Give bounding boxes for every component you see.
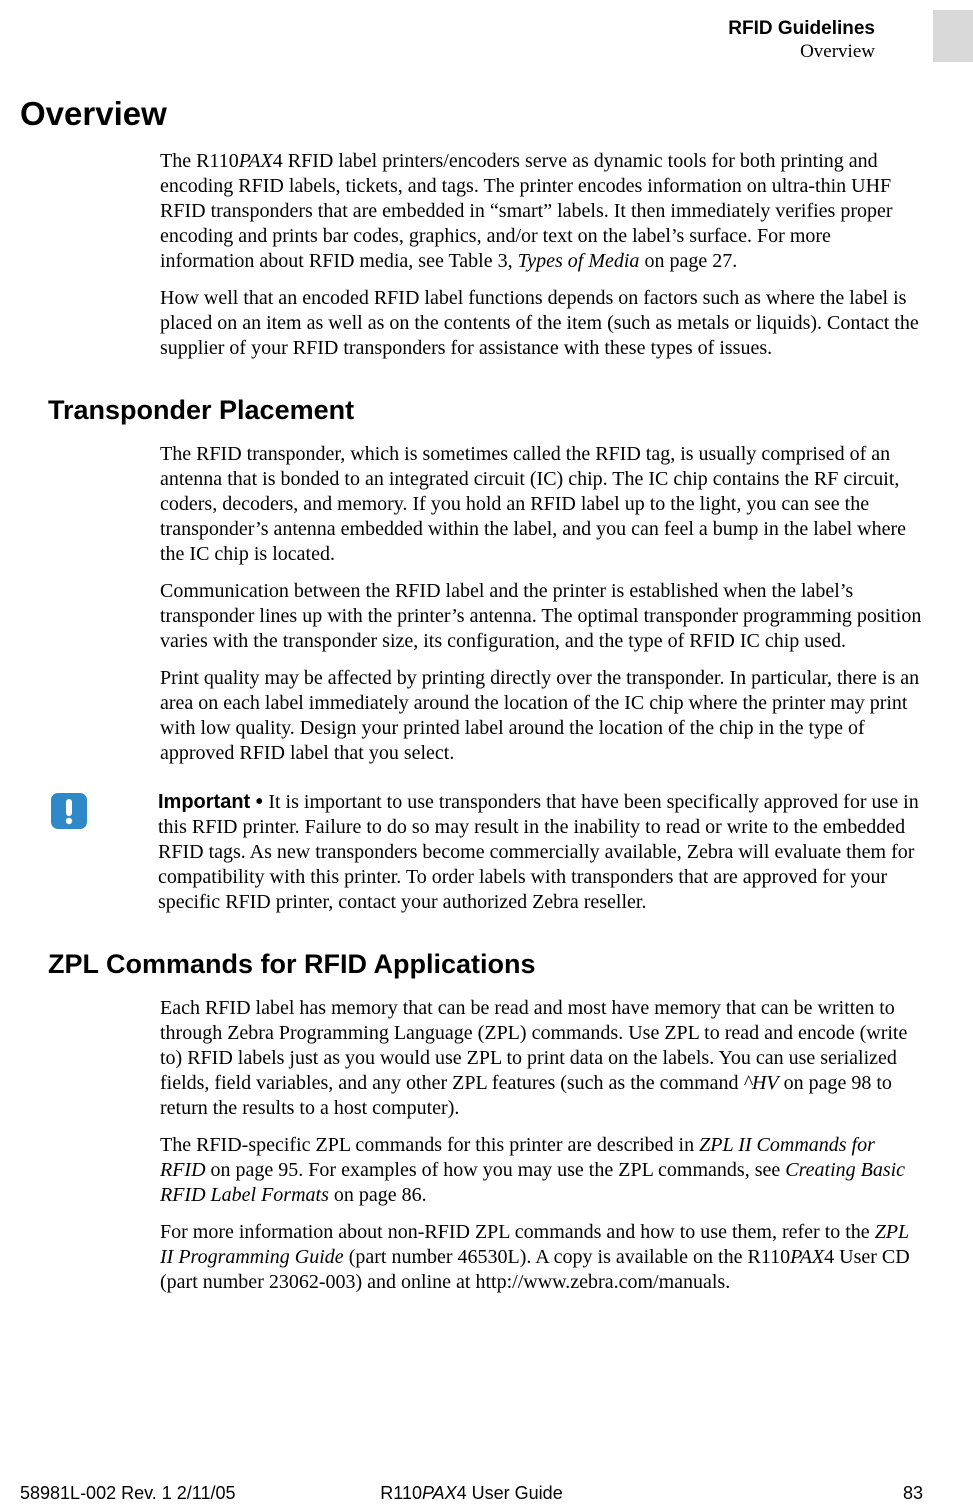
zpl-p3: For more information about non-RFID ZPL … — [160, 1220, 923, 1295]
transponder-p1: The RFID transponder, which is sometimes… — [160, 442, 923, 567]
important-lead: Important • — [158, 791, 268, 813]
header-title: RFID Guidelines — [20, 18, 923, 40]
footer-center: R110PAX4 User Guide — [20, 1483, 923, 1504]
page-header: RFID Guidelines Overview — [20, 18, 923, 63]
pax-text: PAX — [422, 1483, 457, 1503]
overview-p1: The R110PAX4 RFID label printers/encoder… — [160, 149, 923, 274]
text: (part number 46530L). A copy is availabl… — [344, 1246, 790, 1268]
section-transponder-title: Transponder Placement — [48, 395, 923, 426]
command-ref: ^HV — [744, 1072, 779, 1094]
footer-page-number: 83 — [903, 1483, 923, 1504]
header-tab — [933, 10, 973, 62]
page-content: Overview The R110PAX4 RFID label printer… — [20, 95, 923, 1295]
text: on page 86. — [329, 1184, 427, 1206]
pax-text: PAX — [239, 150, 273, 172]
zpl-p1: Each RFID label has memory that can be r… — [160, 996, 923, 1121]
page: RFID Guidelines Overview Overview The R1… — [0, 0, 973, 1505]
text: The RFID-specific ZPL commands for this … — [160, 1134, 699, 1156]
important-note: Important • It is important to use trans… — [50, 790, 923, 915]
transponder-p2: Communication between the RFID label and… — [160, 579, 923, 654]
cross-ref: Types of Media — [518, 250, 640, 272]
text: For more information about non-RFID ZPL … — [160, 1221, 875, 1243]
zpl-p2: The RFID-specific ZPL commands for this … — [160, 1133, 923, 1208]
transponder-block: The RFID transponder, which is sometimes… — [160, 442, 923, 766]
pax-text: PAX — [790, 1246, 824, 1268]
transponder-p3: Print quality may be affected by printin… — [160, 666, 923, 766]
important-text: Important • It is important to use trans… — [158, 790, 923, 915]
text: on page 27. — [639, 250, 737, 272]
text: R110 — [380, 1483, 422, 1503]
important-body: It is important to use transponders that… — [158, 791, 919, 913]
text: 4 User Guide — [457, 1483, 563, 1503]
text: The R110 — [160, 150, 239, 172]
header-subtitle: Overview — [20, 41, 923, 63]
important-icon — [50, 792, 88, 830]
overview-p2: How well that an encoded RFID label func… — [160, 286, 923, 361]
overview-block: The R110PAX4 RFID label printers/encoder… — [160, 149, 923, 361]
zpl-block: Each RFID label has memory that can be r… — [160, 996, 923, 1295]
text: on page 95. For examples of how you may … — [206, 1159, 786, 1181]
section-zpl-title: ZPL Commands for RFID Applications — [48, 949, 923, 980]
section-overview-title: Overview — [20, 95, 923, 133]
